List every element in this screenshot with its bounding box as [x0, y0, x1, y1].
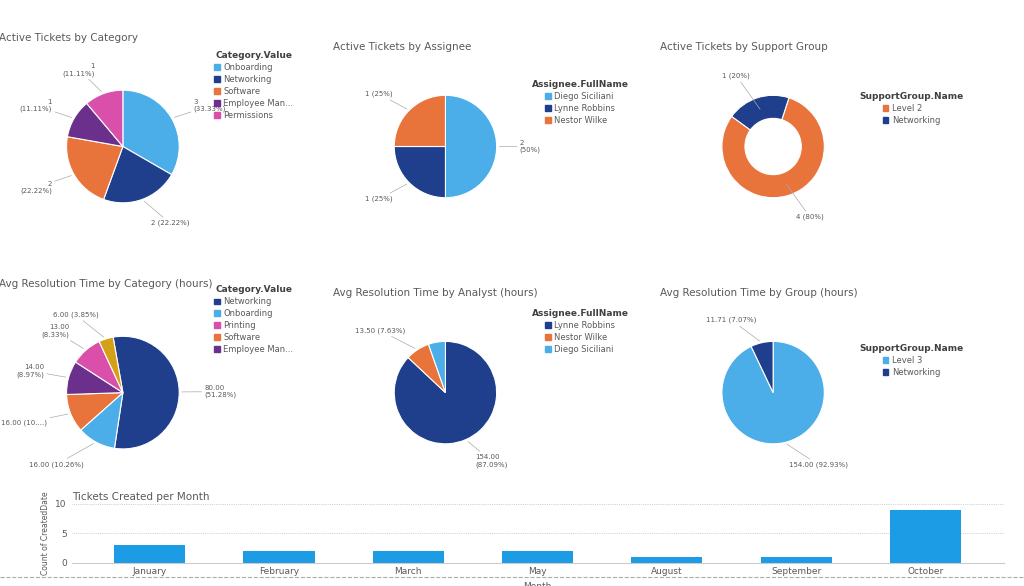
Text: 1
(11.11%): 1 (11.11%) [19, 99, 72, 117]
Wedge shape [113, 336, 179, 449]
Bar [890, 510, 962, 563]
Legend: Level 2, Networking: Level 2, Networking [859, 92, 964, 125]
Wedge shape [68, 103, 123, 146]
Text: 154.00 (92.93%): 154.00 (92.93%) [786, 444, 849, 468]
Text: Avg Resolution Time by Group (hours): Avg Resolution Time by Group (hours) [660, 288, 858, 298]
Wedge shape [752, 342, 773, 393]
Text: 80.00
(51.28%): 80.00 (51.28%) [182, 385, 237, 398]
Text: 1 (25%): 1 (25%) [366, 91, 407, 109]
Wedge shape [99, 337, 123, 393]
Legend: Networking, Onboarding, Printing, Software, Employee Man...: Networking, Onboarding, Printing, Softwa… [214, 285, 293, 354]
Wedge shape [722, 342, 824, 444]
Text: 13.00
(8.33%): 13.00 (8.33%) [41, 324, 84, 349]
Legend: Onboarding, Networking, Software, Employee Man..., Permissions: Onboarding, Networking, Software, Employ… [214, 51, 293, 120]
Wedge shape [732, 96, 788, 130]
Text: 1
(11.11%): 1 (11.11%) [62, 63, 101, 91]
Wedge shape [394, 96, 445, 146]
Text: 2 (22.22%): 2 (22.22%) [144, 201, 189, 227]
Text: 16.00 (10.26%): 16.00 (10.26%) [30, 444, 93, 468]
Wedge shape [67, 362, 123, 394]
Text: 1 (25%): 1 (25%) [366, 184, 407, 202]
Wedge shape [76, 342, 123, 393]
Bar [761, 557, 831, 563]
Text: Avg Resolution Time by Analyst (hours): Avg Resolution Time by Analyst (hours) [333, 288, 538, 298]
Text: 6.00 (3.85%): 6.00 (3.85%) [52, 312, 103, 337]
Wedge shape [103, 146, 172, 203]
Text: 1 (20%): 1 (20%) [722, 73, 760, 109]
Wedge shape [394, 342, 497, 444]
Text: 2
(50%): 2 (50%) [500, 139, 541, 154]
Text: 16.00 (10....): 16.00 (10....) [1, 414, 68, 426]
Wedge shape [428, 342, 445, 393]
Bar [373, 551, 443, 563]
Text: Avg Resolution Time by Category (hours): Avg Resolution Time by Category (hours) [0, 279, 212, 289]
Text: 154.00
(87.09%): 154.00 (87.09%) [468, 441, 507, 468]
Legend: Diego Siciliani, Lynne Robbins, Nestor Wilke: Diego Siciliani, Lynne Robbins, Nestor W… [531, 80, 629, 125]
Wedge shape [445, 96, 497, 197]
Wedge shape [722, 98, 824, 197]
Bar [502, 551, 573, 563]
Text: Active Tickets by Category: Active Tickets by Category [0, 33, 138, 43]
Wedge shape [81, 393, 123, 448]
X-axis label: Month: Month [523, 582, 552, 586]
Wedge shape [123, 90, 179, 175]
Text: Active Tickets by Support Group: Active Tickets by Support Group [660, 42, 828, 52]
Wedge shape [67, 393, 123, 430]
Wedge shape [409, 345, 445, 393]
Text: 11.71 (7.07%): 11.71 (7.07%) [707, 317, 760, 341]
Text: 14.00
(8.97%): 14.00 (8.97%) [16, 364, 66, 377]
Bar [632, 557, 702, 563]
Y-axis label: Count of CreatedDate: Count of CreatedDate [41, 492, 50, 575]
Wedge shape [394, 146, 445, 197]
Text: 13.50 (7.63%): 13.50 (7.63%) [354, 327, 415, 349]
Legend: Level 3, Networking: Level 3, Networking [859, 344, 964, 377]
Wedge shape [67, 137, 123, 199]
Bar [244, 551, 314, 563]
Wedge shape [87, 90, 123, 146]
Legend: Lynne Robbins, Nestor Wilke, Diego Siciliani: Lynne Robbins, Nestor Wilke, Diego Sicil… [531, 309, 629, 353]
Text: Tickets Created per Month: Tickets Created per Month [72, 492, 209, 502]
Text: Active Tickets by Assignee: Active Tickets by Assignee [333, 42, 471, 52]
Bar [114, 545, 185, 563]
Text: 2
(22.22%): 2 (22.22%) [20, 176, 72, 194]
Text: 3
(33.33%): 3 (33.33%) [174, 99, 226, 117]
Text: 4 (80%): 4 (80%) [786, 184, 824, 220]
